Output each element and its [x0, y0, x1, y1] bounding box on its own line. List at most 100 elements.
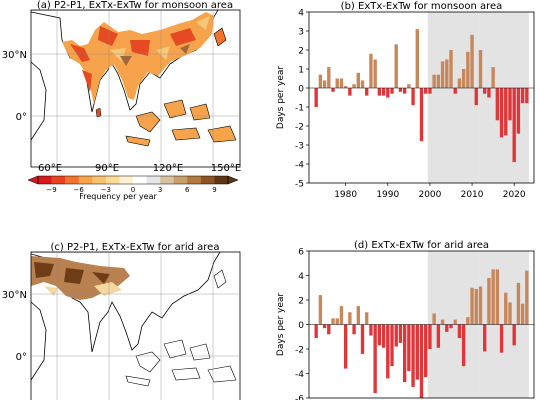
map-a-lat-label: 0° — [16, 112, 27, 123]
map-a-brown-patch — [120, 44, 190, 66]
colorbar-swatch — [105, 176, 120, 184]
bar — [402, 88, 407, 94]
bar — [322, 80, 327, 88]
chart-title: (d) ExTx-ExTw for arid area — [354, 240, 489, 251]
bar — [508, 302, 512, 325]
bar — [373, 59, 377, 88]
bar — [525, 270, 529, 325]
colorbar-swatch — [119, 176, 134, 184]
map-a-hotspot — [70, 26, 196, 92]
y-axis-label: Days per year — [276, 66, 286, 130]
y-tick-label: -4 — [295, 161, 304, 171]
bar — [419, 324, 424, 398]
bar — [415, 29, 419, 89]
plot-frame — [308, 11, 535, 184]
colorbar-extend-low — [27, 175, 39, 185]
bar — [432, 74, 436, 88]
map-a-lon-label: 60°E — [38, 163, 62, 174]
x-tick-label: 2020 — [503, 190, 526, 200]
colorbar-tick-label: −9 — [46, 186, 56, 194]
bar — [377, 324, 382, 346]
bar — [436, 74, 441, 88]
bar — [428, 324, 432, 349]
map-c — [31, 252, 240, 400]
bar — [335, 78, 339, 88]
y-tick-label: 0 — [298, 321, 304, 331]
y-tick-label: 2 — [298, 297, 304, 307]
bar — [390, 324, 394, 367]
bar — [365, 312, 369, 325]
colorbar-swatch — [160, 176, 175, 184]
bar — [398, 88, 403, 92]
x-tick-label: 1990 — [376, 190, 399, 200]
bar — [407, 84, 411, 88]
map-a-sri-lanka — [95, 107, 102, 118]
bar — [478, 50, 483, 88]
map-c-lat-label: 0° — [16, 352, 27, 363]
bar — [445, 59, 449, 88]
plot-area — [309, 251, 534, 398]
bar — [348, 312, 352, 325]
y-tick-label: 3 — [298, 28, 304, 38]
shaded-period — [427, 12, 479, 183]
bar — [461, 69, 466, 88]
plot-area — [309, 12, 534, 183]
bar — [407, 324, 411, 372]
bar — [377, 88, 382, 96]
bar — [348, 88, 352, 96]
bar — [356, 72, 360, 88]
colorbar-swatch — [65, 176, 80, 184]
bar — [402, 324, 407, 383]
map-c-light-patch — [44, 282, 122, 296]
map-a-japan — [213, 27, 227, 47]
bar — [449, 50, 453, 88]
bar — [474, 88, 478, 106]
x-tick-label: 2000 — [418, 190, 441, 200]
bar — [360, 324, 365, 354]
bar — [369, 324, 373, 336]
bar — [457, 78, 462, 88]
bar — [466, 317, 470, 325]
colorbar-swatch — [173, 176, 188, 184]
bar — [398, 324, 403, 343]
bar — [352, 324, 356, 335]
bar — [520, 88, 525, 104]
map-a-lon-label: 120°E — [153, 163, 183, 174]
bar — [322, 324, 327, 329]
x-tick-label: 2010 — [461, 190, 484, 200]
bar — [343, 324, 348, 369]
bar — [512, 324, 516, 346]
bar — [386, 88, 390, 98]
bar — [373, 324, 377, 394]
map-a-islands — [125, 99, 237, 147]
bar — [504, 88, 508, 136]
colorbar: −9 −6 −3 0 3 6 9 — [27, 175, 239, 194]
map-a-patch — [110, 16, 210, 62]
bar — [491, 269, 495, 325]
bar — [508, 88, 512, 121]
bar — [318, 74, 323, 88]
bar — [487, 88, 491, 98]
colorbar-swatch — [133, 176, 147, 184]
colorbar-label: Frequency per year — [79, 192, 157, 201]
colorbar-swatch — [146, 176, 161, 184]
bar — [386, 324, 390, 379]
colorbar-tick-label: 0 — [131, 186, 135, 194]
bar — [504, 292, 508, 325]
map-c-islands — [125, 339, 237, 387]
bar — [318, 295, 323, 325]
chart-title: (b) ExTx-ExTw for monsoon area — [341, 1, 503, 12]
bar — [436, 324, 441, 348]
bar — [314, 324, 318, 338]
bar — [516, 282, 521, 325]
map-c-dark-patch — [34, 262, 110, 284]
bar — [339, 306, 344, 325]
map-a-title: (a) P2-P1, ExTx-ExTw for monsoon area — [37, 0, 233, 11]
bar — [491, 67, 495, 88]
bar — [415, 324, 419, 380]
map-c-title: (c) P2-P1, ExTx-ExTw for arid area — [51, 242, 220, 253]
bar — [495, 269, 500, 325]
colorbar-tick-label: 3 — [158, 186, 162, 194]
map-a — [31, 10, 240, 167]
